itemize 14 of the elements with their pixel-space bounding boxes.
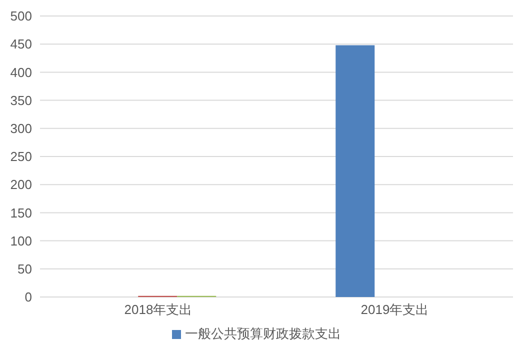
y-tick-label: 0: [24, 290, 32, 305]
legend-label: 一般公共预算财政拨款支出: [185, 325, 341, 343]
y-tick-label: 500: [10, 8, 32, 24]
y-tick-label: 50: [18, 262, 32, 277]
y-tick-label: 100: [10, 233, 32, 248]
y-tick-label: 150: [10, 205, 32, 220]
y-tick-label: 200: [10, 177, 32, 192]
y-tick-label: 400: [10, 64, 32, 80]
y-tick-label: 250: [10, 149, 32, 164]
x-tick-label: 2018年支出: [124, 302, 192, 318]
y-tick-label: 300: [10, 121, 32, 136]
y-tick-label: 450: [10, 36, 32, 52]
y-tick-label: 350: [10, 92, 32, 108]
x-tick-label: 2019年支出: [360, 302, 429, 318]
